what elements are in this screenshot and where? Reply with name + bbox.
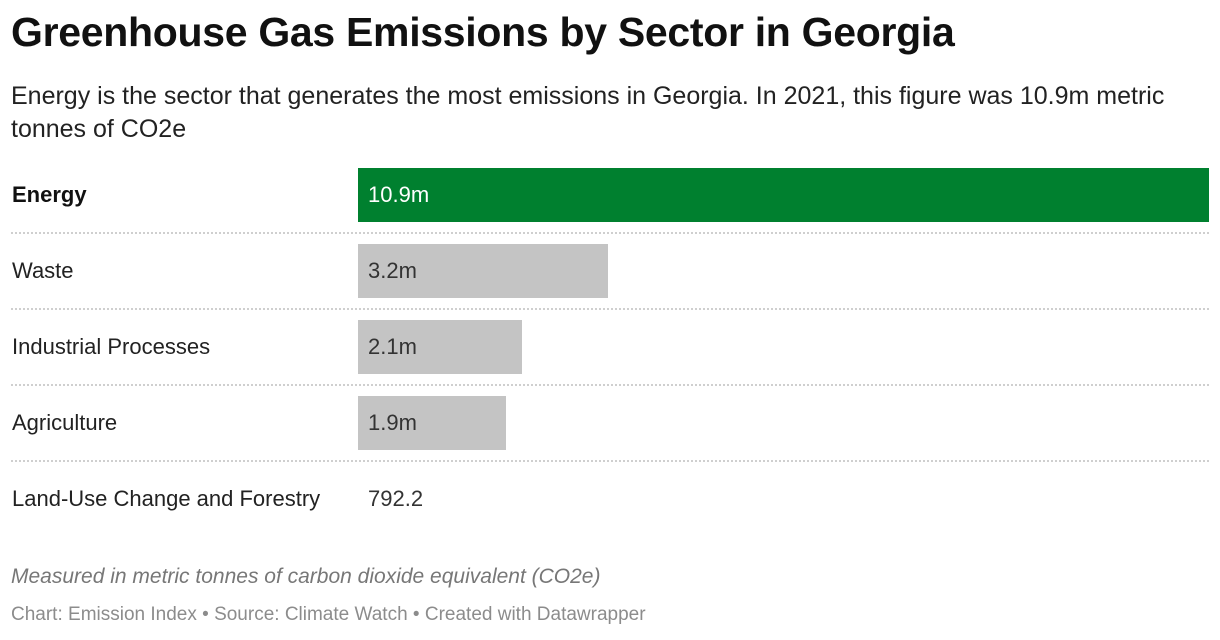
value-label: 3.2m — [368, 258, 417, 283]
value-label: 10.9m — [368, 182, 430, 207]
bar-row: Agriculture 1.9m — [11, 396, 1209, 472]
row-separator — [11, 232, 1209, 234]
bar — [358, 320, 522, 374]
row-separator — [11, 460, 1209, 462]
category-label: Waste — [12, 258, 74, 283]
bar — [358, 396, 507, 450]
bar-row: Energy 10.9m — [11, 168, 1209, 244]
chart-title: Greenhouse Gas Emissions by Sector in Ge… — [11, 9, 955, 55]
category-label: Agriculture — [12, 410, 118, 435]
row-separator — [11, 308, 1209, 310]
value-label: 792.2 — [368, 486, 424, 511]
category-label: Energy — [12, 182, 87, 207]
chart-footer: Chart: Emission Index • Source: Climate … — [11, 604, 646, 625]
value-label: 2.1m — [368, 334, 417, 359]
bar-row: Waste 3.2m — [11, 244, 1209, 320]
category-label: Land-Use Change and Forestry — [12, 486, 321, 511]
bar-row: Land-Use Change and Forestry 792.2 — [11, 472, 1209, 548]
bar — [358, 168, 1209, 222]
value-label: 1.9m — [368, 410, 417, 435]
category-label: Industrial Processes — [12, 334, 211, 359]
chart-notes: Measured in metric tonnes of carbon diox… — [11, 565, 601, 588]
bar-chart: Energy 10.9m Waste 3.2m Industrial Processes… — [11, 168, 1209, 548]
bar-row: Industrial Processes 2.1m — [11, 320, 1209, 396]
chart-subtitle: Energy is the sector that generates the … — [11, 82, 1165, 143]
row-separator — [11, 384, 1209, 386]
bar — [358, 244, 608, 298]
